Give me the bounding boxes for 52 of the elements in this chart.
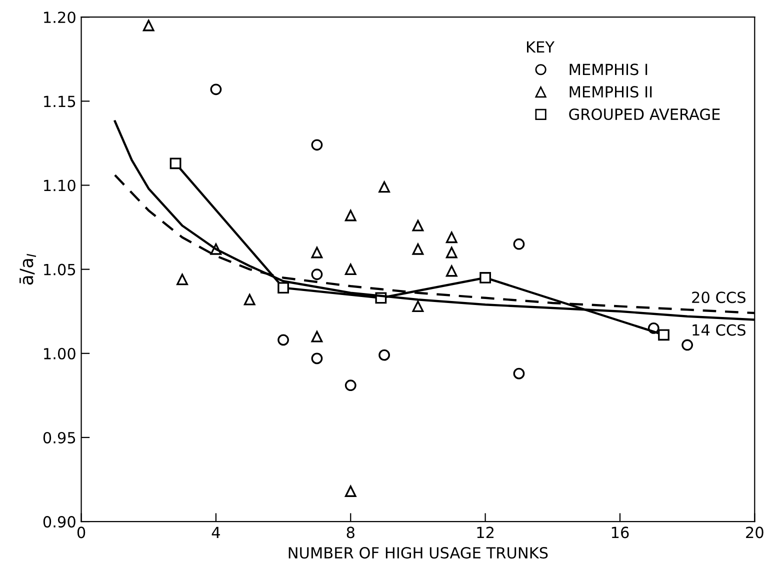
point — [412, 220, 424, 232]
point — [176, 274, 188, 286]
y-tick-label: 1.00 — [44, 348, 76, 360]
x-tick-label: 16 — [612, 526, 629, 538]
point — [480, 272, 491, 284]
point — [682, 339, 694, 351]
point — [311, 268, 323, 280]
point — [311, 246, 323, 258]
y-tick-label: 1.05 — [44, 264, 76, 276]
point — [378, 349, 390, 361]
point — [311, 352, 323, 364]
y-tick-label: 1.10 — [44, 180, 76, 192]
point — [311, 139, 323, 151]
point — [344, 210, 356, 222]
x-tick-label: 12 — [477, 526, 494, 538]
series-label: 14 CCS — [692, 324, 746, 336]
legend-title: KEY — [527, 41, 555, 53]
legend-label: MEMPHIS I — [570, 64, 648, 76]
y-tick-label: 1.15 — [44, 96, 76, 108]
point — [278, 334, 289, 346]
legend-label: MEMPHIS II — [570, 86, 652, 98]
point — [344, 264, 356, 276]
point — [278, 282, 289, 294]
point — [142, 20, 154, 32]
y-tick-label: 1.20 — [44, 12, 76, 24]
point — [446, 265, 458, 277]
point — [446, 232, 458, 244]
point — [170, 158, 182, 170]
point — [412, 243, 424, 255]
point — [446, 246, 458, 258]
legend-label: GROUPED AVERAGE — [569, 108, 720, 120]
x-tick-label: 8 — [346, 526, 354, 538]
point — [311, 330, 323, 342]
x-axis-title: NUMBER OF HIGH USAGE TRUNKS — [288, 547, 548, 559]
point — [378, 181, 390, 193]
point — [244, 294, 256, 306]
x-tick-label: 0 — [77, 526, 86, 538]
point — [513, 368, 525, 380]
point — [344, 486, 356, 497]
point — [513, 238, 525, 250]
x-tick-label: 4 — [212, 526, 220, 538]
point — [344, 380, 356, 392]
point — [210, 84, 222, 96]
point — [210, 243, 222, 255]
y-tick-label: 0.90 — [43, 516, 76, 528]
series-label: 20 CCS — [692, 292, 746, 304]
y-axis-title: ā/a$_{I}$ — [20, 254, 36, 285]
point — [648, 322, 660, 334]
y-tick-label: 0.95 — [43, 432, 76, 444]
point — [412, 300, 424, 312]
point — [658, 329, 670, 341]
x-tick-label: 20 — [746, 526, 764, 538]
